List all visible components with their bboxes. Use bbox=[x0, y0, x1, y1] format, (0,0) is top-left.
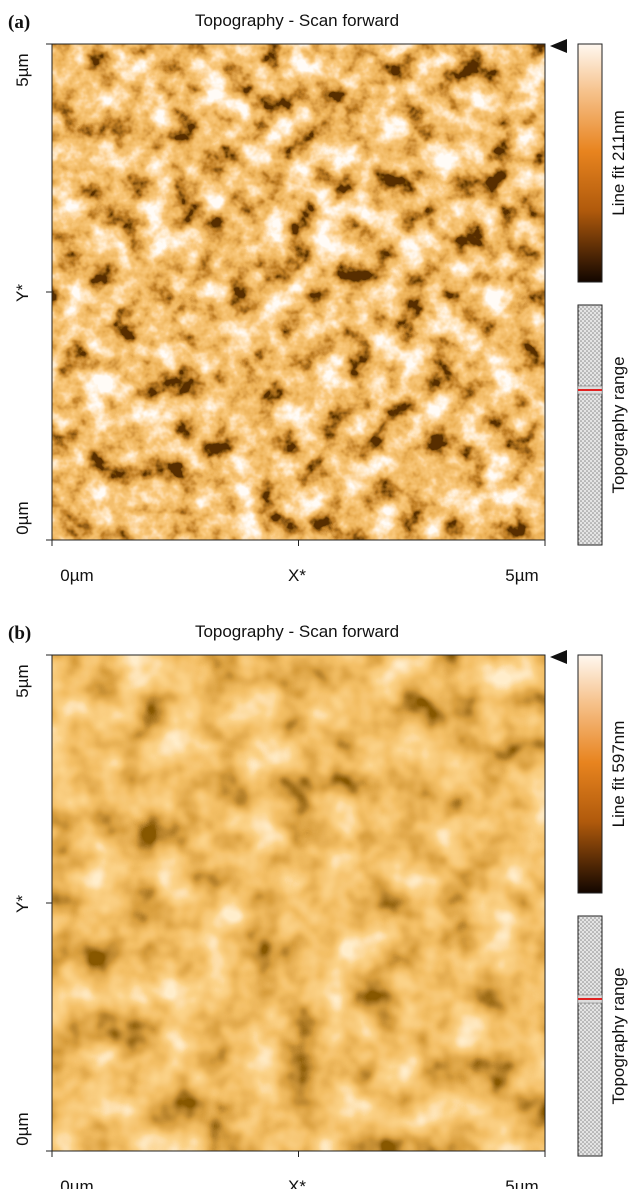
range-bar bbox=[577, 304, 603, 546]
range-bar bbox=[577, 915, 603, 1157]
colorbar bbox=[577, 654, 603, 894]
panel-label: (a) bbox=[8, 12, 30, 33]
x-right-label: 5µm bbox=[505, 566, 538, 585]
range-label: Topography range bbox=[609, 967, 628, 1104]
colorbar-label: Line fit 597nm bbox=[609, 721, 628, 828]
y-top-label: 5µm bbox=[13, 664, 32, 697]
panel-title: Topography - Scan forward bbox=[195, 622, 399, 641]
panel: (b) Topography - Scan forward 5µm Y* 0µm 0µm X… bbox=[8, 622, 628, 1189]
panel: (a) Topography - Scan forward 5µm Y* 0µm 0µm X… bbox=[8, 11, 628, 585]
marker-triangle bbox=[550, 39, 567, 53]
range-label: Topography range bbox=[609, 356, 628, 493]
colorbar bbox=[577, 43, 603, 283]
y-top-label: 5µm bbox=[13, 53, 32, 86]
x-axis-label: X* bbox=[288, 1177, 306, 1189]
x-right-label: 5µm bbox=[505, 1177, 538, 1189]
colorbar-label: Line fit 211nm bbox=[609, 110, 628, 216]
marker-triangle bbox=[550, 650, 567, 664]
afm-image bbox=[52, 655, 545, 1151]
panel-label: (b) bbox=[8, 623, 31, 644]
y-axis-label: Y* bbox=[13, 284, 32, 302]
x-left-label: 0µm bbox=[60, 566, 93, 585]
afm-image bbox=[52, 44, 545, 540]
x-axis-label: X* bbox=[288, 566, 306, 585]
panel-title: Topography - Scan forward bbox=[195, 11, 399, 30]
y-bottom-label: 0µm bbox=[13, 501, 32, 534]
x-left-label: 0µm bbox=[60, 1177, 93, 1189]
y-axis-label: Y* bbox=[13, 895, 32, 913]
y-bottom-label: 0µm bbox=[13, 1112, 32, 1145]
